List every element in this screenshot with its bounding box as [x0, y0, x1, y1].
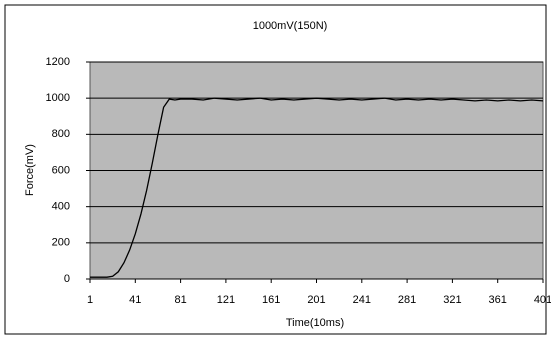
x-tick-label: 241	[353, 294, 371, 306]
x-tick-label: 41	[129, 294, 141, 306]
x-tick-label: 361	[489, 294, 507, 306]
y-tick-label: 200	[52, 237, 70, 249]
y-tick-label: 1000	[46, 92, 70, 104]
x-tick-label: 321	[443, 294, 461, 306]
x-tick-label: 1	[87, 294, 93, 306]
x-tick-label: 401	[534, 294, 551, 306]
y-tick-label: 600	[52, 164, 70, 176]
x-tick-label: 161	[262, 294, 280, 306]
x-tick-label: 121	[217, 294, 235, 306]
y-tick-label: 400	[52, 201, 70, 213]
y-tick-label: 800	[52, 128, 70, 140]
chart-title: 1000mV(150N)	[253, 20, 328, 32]
data-line	[90, 97, 544, 278]
x-tick-label: 81	[174, 294, 186, 306]
y-tick-label: 0	[64, 273, 70, 285]
x-tick-label: 201	[307, 294, 325, 306]
x-tick-label: 281	[398, 294, 416, 306]
y-tick-label: 1200	[46, 56, 70, 68]
x-axis-label: Time(10ms)	[286, 317, 344, 329]
y-axis-label: Force(mV)	[24, 144, 36, 196]
